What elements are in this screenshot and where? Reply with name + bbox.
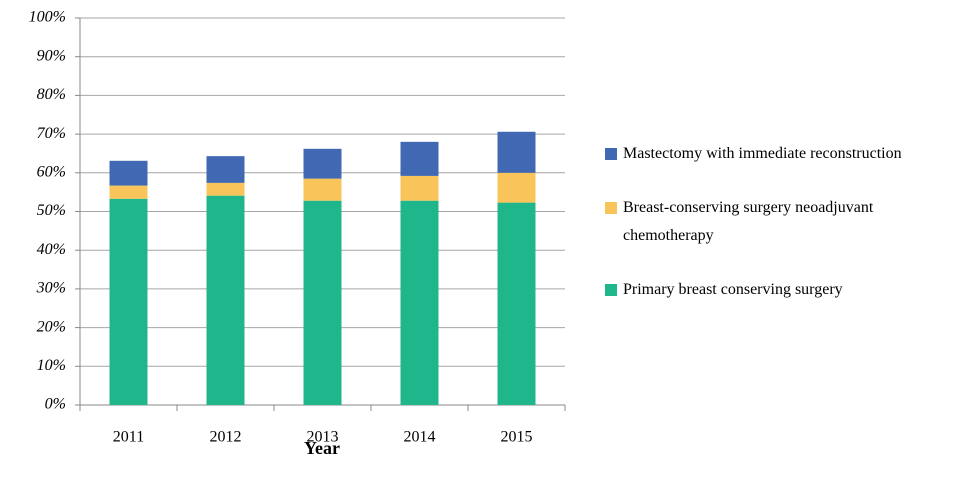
- legend-entry: Primary breast conserving surgery: [605, 276, 965, 304]
- y-tick-label: 40%: [37, 241, 66, 258]
- bar-segment: [109, 185, 148, 199]
- legend-label: Primary breast conserving surgery: [623, 281, 843, 298]
- legend-swatch: [605, 148, 617, 160]
- legend-swatch: [605, 202, 617, 214]
- y-tick-label: 80%: [37, 86, 66, 103]
- legend-label: Mastectomy with immediate reconstruction: [623, 145, 902, 162]
- bar-segment: [400, 200, 439, 405]
- legend-label: Breast-conserving surgery neoadjuvant ch…: [623, 199, 874, 244]
- y-tick-label: 50%: [37, 202, 66, 219]
- bar-segment: [109, 160, 148, 186]
- bar-segment: [497, 131, 536, 173]
- bar-segment: [400, 141, 439, 176]
- y-tick-label: 100%: [29, 9, 66, 26]
- bar-segment: [206, 195, 245, 405]
- x-tick-label: 2013: [307, 429, 339, 446]
- y-tick-label: 90%: [37, 47, 66, 64]
- bar-segment: [206, 156, 245, 183]
- bar-segment: [303, 178, 342, 201]
- y-tick-label: 60%: [37, 163, 66, 180]
- bar-segment: [206, 182, 245, 196]
- x-tick-label: 2014: [404, 429, 436, 446]
- x-tick-label: 2015: [501, 429, 533, 446]
- bar-segment: [497, 202, 536, 405]
- legend: Mastectomy with immediate reconstruction…: [605, 140, 965, 330]
- y-tick-label: 30%: [36, 280, 66, 297]
- y-tick-label: 10%: [37, 357, 66, 374]
- bar-segment: [497, 172, 536, 203]
- y-tick-label: 70%: [37, 125, 66, 142]
- y-tick-label: 20%: [37, 318, 66, 335]
- bar-segment: [109, 198, 148, 405]
- bar-segment: [303, 148, 342, 179]
- y-tick-label: 0%: [45, 396, 66, 413]
- x-tick-label: 2012: [210, 429, 242, 446]
- x-axis-label: Year: [304, 438, 340, 458]
- bar-segment: [303, 200, 342, 405]
- legend-swatch: [605, 284, 617, 296]
- legend-entry: Mastectomy with immediate reconstruction: [605, 140, 965, 168]
- x-tick-label: 2011: [113, 429, 144, 446]
- legend-entry: Breast-conserving surgery neoadjuvant ch…: [605, 194, 965, 250]
- bar-segment: [400, 175, 439, 201]
